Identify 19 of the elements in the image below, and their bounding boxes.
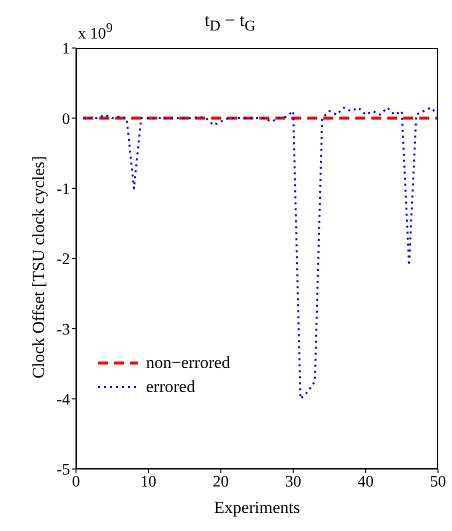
y-tick-label: -3 — [56, 321, 70, 338]
line-series — [82, 106, 438, 400]
legend-label: errored — [146, 376, 196, 398]
y-tick-label: -5 — [56, 462, 70, 479]
y-tick-label: -1 — [56, 181, 70, 198]
y-tick-label: -2 — [56, 251, 70, 268]
x-tick-label: 50 — [430, 473, 446, 490]
y-tick-label: 0 — [62, 110, 70, 128]
text: x 10$^{9}$ — [78, 20, 113, 44]
x-tick-label: 10 — [140, 473, 156, 490]
x-tick-label: 40 — [358, 473, 374, 490]
x-axis-title: Experiments — [214, 498, 300, 517]
legend-label: non−errored — [146, 352, 230, 374]
y-tick-label: 1 — [62, 40, 70, 58]
x-tick-label: 30 — [285, 473, 302, 490]
y-tick-label: -4 — [56, 392, 70, 409]
x-tick-label: 20 — [212, 473, 229, 490]
y-axis-title: Clock Offset [TSU clock cycles] — [29, 156, 48, 378]
chart-title: t$_{D}$ − t$_{G}$ — [204, 10, 256, 35]
